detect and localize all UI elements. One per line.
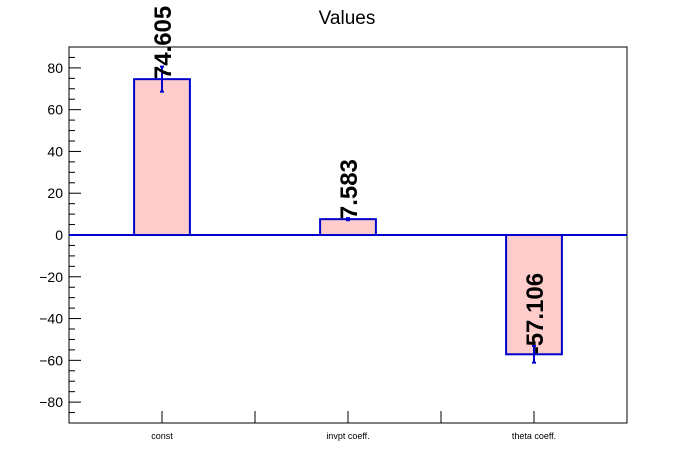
y-tick-label: 60 <box>47 102 63 118</box>
y-tick-label: −40 <box>39 311 63 327</box>
y-tick-label: −20 <box>39 269 63 285</box>
y-tick-label: −80 <box>39 394 63 410</box>
x-category-label: theta coeff. <box>512 431 556 441</box>
value-labels: 74.605 7.583 -57.106 <box>150 6 549 355</box>
category-labels: const invpt coeff. theta coeff. <box>151 431 556 441</box>
x-category-label: invpt coeff. <box>326 431 369 441</box>
value-label: 74.605 <box>150 6 177 79</box>
bars <box>133 65 563 364</box>
x-axis <box>161 411 535 423</box>
x-category-label: const <box>151 431 173 441</box>
value-label: -57.106 <box>522 273 549 354</box>
chart-title: Values <box>319 8 376 29</box>
y-tick-label: 40 <box>47 143 63 159</box>
y-tick-label: 20 <box>47 185 63 201</box>
y-tick-label: −60 <box>39 352 63 368</box>
value-label: 7.583 <box>336 159 363 219</box>
bar <box>319 218 377 237</box>
y-tick-label: 0 <box>55 227 63 243</box>
bar <box>133 78 191 236</box>
y-tick-label: 80 <box>47 60 63 76</box>
